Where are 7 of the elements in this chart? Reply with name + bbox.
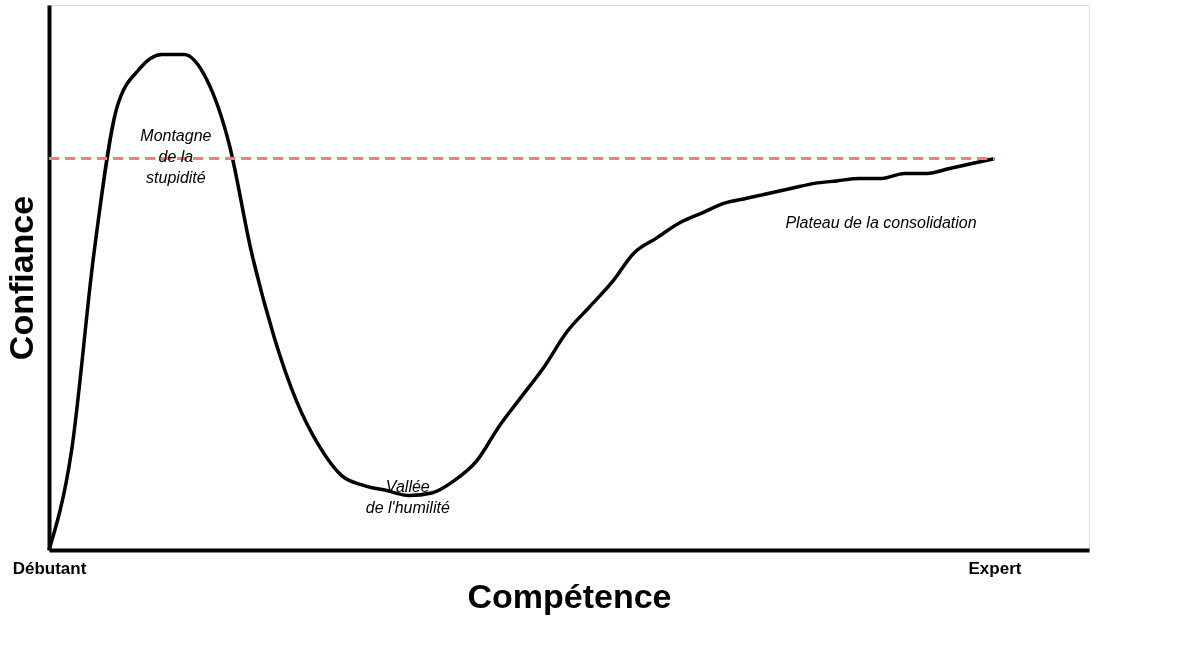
annotation: Vallée de l'humilité xyxy=(365,478,450,517)
x-axis-title: Compétence xyxy=(467,576,672,615)
x-tick-label: Débutant xyxy=(12,558,87,578)
annotation: Plateau de la consolidation xyxy=(785,214,977,231)
x-tick-label: Expert xyxy=(968,558,1022,578)
y-axis-title: Confiance xyxy=(1,195,40,361)
annotation: Montagne de la stupidité xyxy=(140,126,212,186)
